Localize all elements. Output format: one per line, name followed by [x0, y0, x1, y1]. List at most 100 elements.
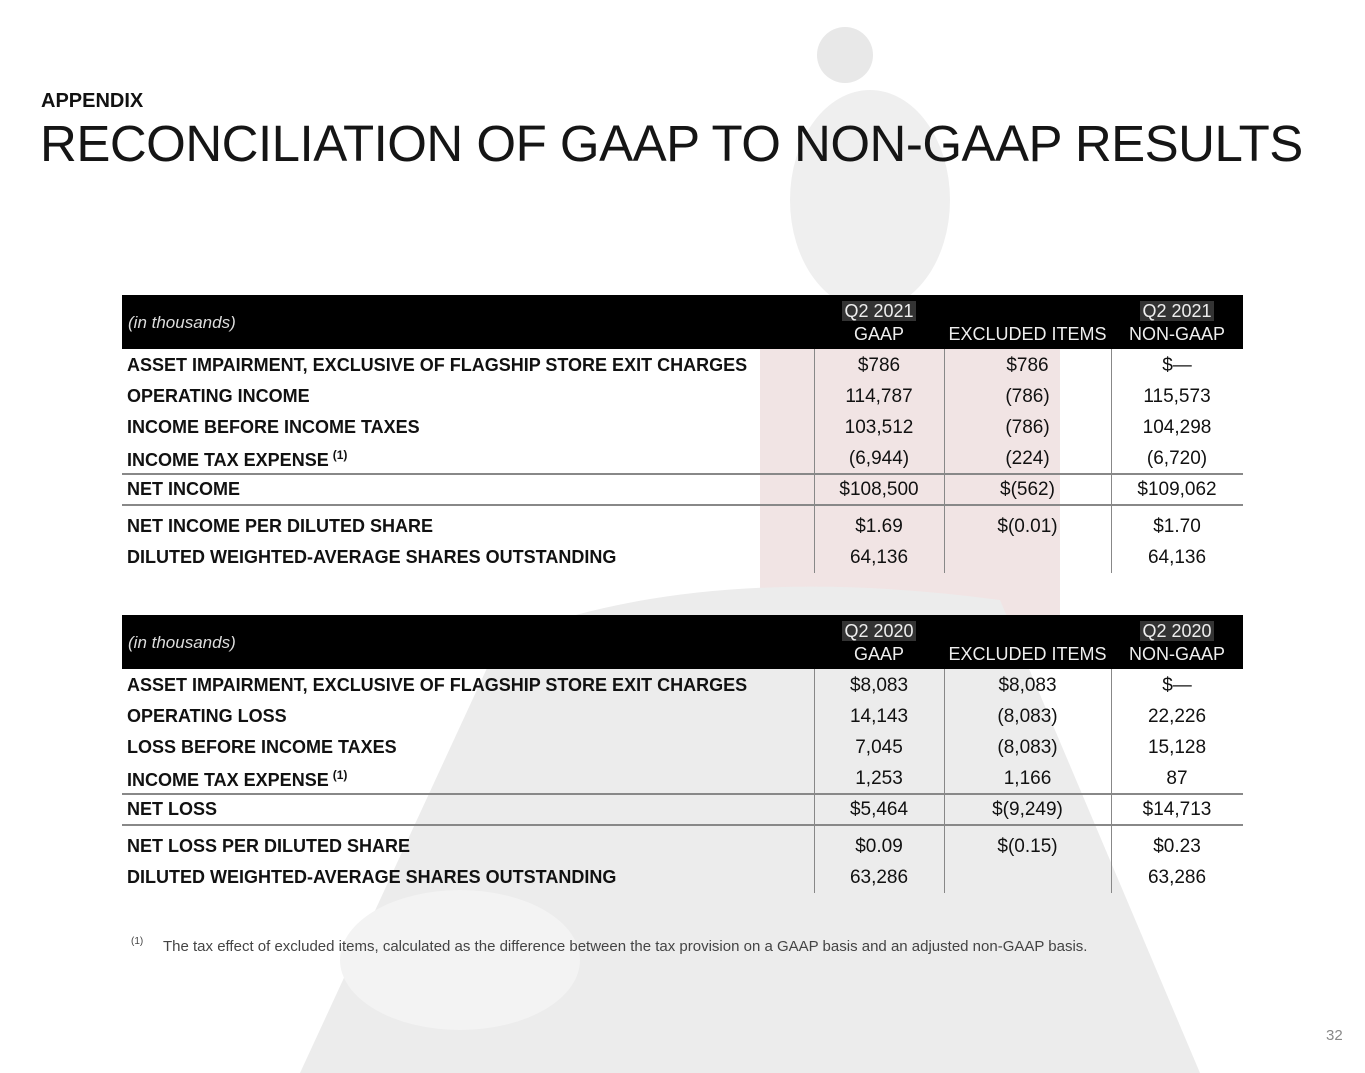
column-rule: [814, 349, 815, 573]
cell: $(0.15): [997, 836, 1058, 857]
row-label-text: ASSET IMPAIRMENT, EXCLUSIVE OF FLAGSHIP …: [127, 355, 748, 375]
cell: $8,083: [849, 675, 909, 696]
cell: $(0.01): [997, 516, 1058, 537]
column-header-text: Q2 2021: [842, 301, 916, 321]
row-label: OPERATING INCOME: [127, 386, 310, 407]
cell: 22,226: [1147, 706, 1207, 727]
table-header: [122, 295, 1243, 349]
cell: (6,944): [848, 448, 910, 469]
column-header-text: NON-GAAP: [1128, 644, 1225, 664]
cell: $8,083: [998, 675, 1057, 696]
cell: 64,136: [849, 547, 909, 568]
cell: $(9,249): [992, 799, 1063, 820]
row-label-text: INCOME BEFORE INCOME TAXES: [127, 417, 420, 437]
row-rule: [122, 504, 1243, 506]
row-label: LOSS BEFORE INCOME TAXES: [127, 737, 397, 758]
cell: 63,286: [1147, 867, 1207, 888]
column-header-text: Q2 2021: [1140, 301, 1214, 321]
row-label: NET LOSS PER DILUTED SHARE: [127, 836, 410, 857]
row-label: DILUTED WEIGHTED-AVERAGE SHARES OUTSTAND…: [127, 547, 616, 568]
column-rule: [944, 349, 945, 573]
row-label: DILUTED WEIGHTED-AVERAGE SHARES OUTSTAND…: [127, 867, 616, 888]
cell: $0.23: [1153, 836, 1201, 857]
row-label: NET LOSS: [127, 799, 217, 820]
row-label: ASSET IMPAIRMENT, EXCLUSIVE OF FLAGSHIP …: [127, 675, 747, 696]
cell: 104,298: [1142, 417, 1212, 438]
column-header-text: Q2 2020: [842, 621, 916, 641]
cell: 15,128: [1147, 737, 1207, 758]
row-label-text: LOSS BEFORE INCOME TAXES: [127, 737, 397, 757]
column-header-line: GAAP: [814, 643, 944, 666]
cell: $—: [1162, 675, 1192, 696]
column-header-line: Q2 2021: [814, 300, 944, 323]
column-header: EXCLUDED ITEMS: [944, 323, 1111, 346]
row-label: INCOME TAX EXPENSE (1): [127, 448, 347, 471]
row-label-text: NET INCOME PER DILUTED SHARE: [127, 516, 434, 536]
row-label-text: OPERATING LOSS: [127, 706, 287, 726]
column-header-line: Q2 2021: [1111, 300, 1243, 323]
cell: $0.09: [855, 836, 903, 857]
cell: $(562): [1000, 479, 1055, 500]
cell: 115,573: [1143, 386, 1211, 407]
column-rule: [1111, 669, 1112, 893]
cell: $—: [1162, 355, 1192, 376]
cell: (786): [1005, 386, 1050, 407]
cell: $14,713: [1142, 799, 1212, 820]
row-label: OPERATING LOSS: [127, 706, 287, 727]
row-label-text: NET LOSS PER DILUTED SHARE: [127, 836, 411, 856]
cell: 14,143: [849, 706, 909, 727]
row-rule: [122, 793, 1243, 795]
row-label: NET INCOME: [127, 479, 240, 500]
column-header-line: GAAP: [814, 323, 944, 346]
cell: $1.70: [1153, 516, 1201, 537]
cell: $1.69: [855, 516, 903, 537]
cell: $5,464: [849, 799, 909, 820]
column-header-text: NON-GAAP: [1128, 324, 1225, 344]
column-header: Q2 2020 NON-GAAP: [1111, 620, 1243, 666]
row-label: NET INCOME PER DILUTED SHARE: [127, 516, 433, 537]
column-header: Q2 2021 NON-GAAP: [1111, 300, 1243, 346]
row-label-text: OPERATING INCOME: [127, 386, 310, 406]
column-header-line: Q2 2020: [814, 620, 944, 643]
cell: 1,166: [1003, 768, 1052, 789]
column-rule: [814, 669, 815, 893]
column-rule: [944, 669, 945, 893]
column-header: Q2 2020 GAAP: [814, 620, 944, 666]
row-label-text: ASSET IMPAIRMENT, EXCLUSIVE OF FLAGSHIP …: [127, 675, 748, 695]
cell: (786): [1005, 417, 1050, 438]
column-header-text: EXCLUDED ITEMS: [948, 324, 1107, 344]
footnote-marker: (1): [131, 936, 144, 947]
row-label: ASSET IMPAIRMENT, EXCLUSIVE OF FLAGSHIP …: [127, 355, 747, 376]
cell: (8,083): [997, 737, 1058, 758]
cell: 87: [1166, 768, 1188, 789]
column-header-text: GAAP: [853, 644, 905, 664]
column-header: Q2 2021 GAAP: [814, 300, 944, 346]
cell: 1,253: [855, 768, 903, 789]
cell: $786: [1006, 355, 1049, 376]
cell: (8,083): [997, 706, 1058, 727]
row-label-text: DILUTED WEIGHTED-AVERAGE SHARES OUTSTAND…: [127, 867, 617, 887]
cell: $109,062: [1137, 479, 1217, 500]
cell: 64,136: [1147, 547, 1207, 568]
column-header-text: Q2 2020: [1140, 621, 1214, 641]
row-label: INCOME BEFORE INCOME TAXES: [127, 417, 420, 438]
title: RECONCILIATION OF GAAP TO NON-GAAP RESUL…: [40, 115, 1303, 172]
cell: $786: [857, 355, 901, 376]
row-rule: [122, 473, 1243, 475]
cell: 7,045: [855, 737, 903, 758]
column-header-line: EXCLUDED ITEMS: [944, 643, 1111, 666]
row-label-text: DILUTED WEIGHTED-AVERAGE SHARES OUTSTAND…: [127, 547, 617, 567]
row-label-text: NET LOSS: [127, 799, 218, 819]
row-label: INCOME TAX EXPENSE (1): [127, 768, 347, 791]
column-header-line: NON-GAAP: [1111, 323, 1243, 346]
kicker: APPENDIX: [41, 90, 144, 112]
cell: (224): [1005, 448, 1050, 469]
column-header-line: EXCLUDED ITEMS: [944, 323, 1111, 346]
cell: $108,500: [839, 479, 919, 500]
cell: 103,512: [844, 417, 914, 438]
column-header-line: Q2 2020: [1111, 620, 1243, 643]
caption: (in thousands): [128, 633, 236, 652]
column-rule: [1111, 349, 1112, 573]
